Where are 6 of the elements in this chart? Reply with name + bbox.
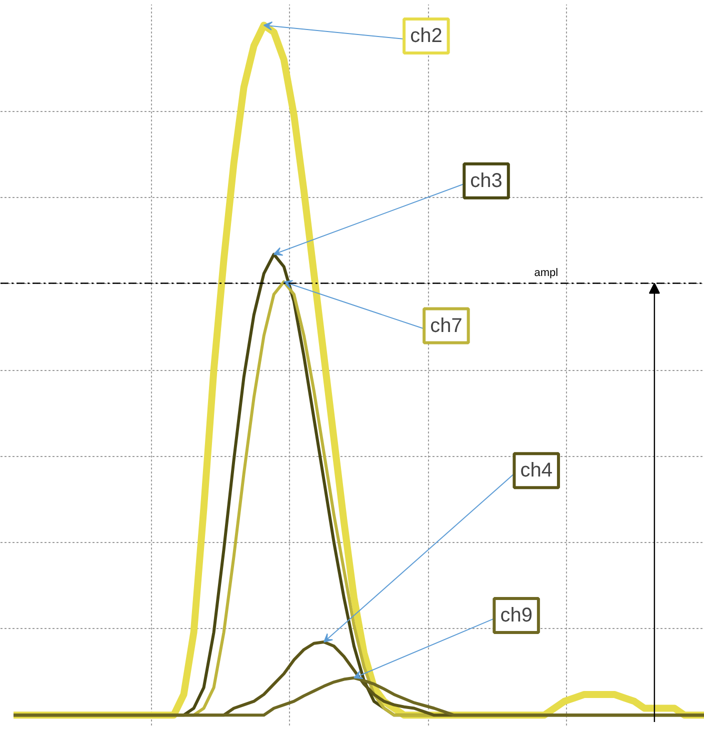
ref-line-label: ampl	[534, 267, 558, 280]
text: ch3	[470, 170, 502, 192]
text: ch4	[520, 460, 552, 482]
text: ch9	[500, 604, 532, 627]
text: ch7	[430, 314, 462, 337]
text: ch2	[410, 25, 442, 47]
